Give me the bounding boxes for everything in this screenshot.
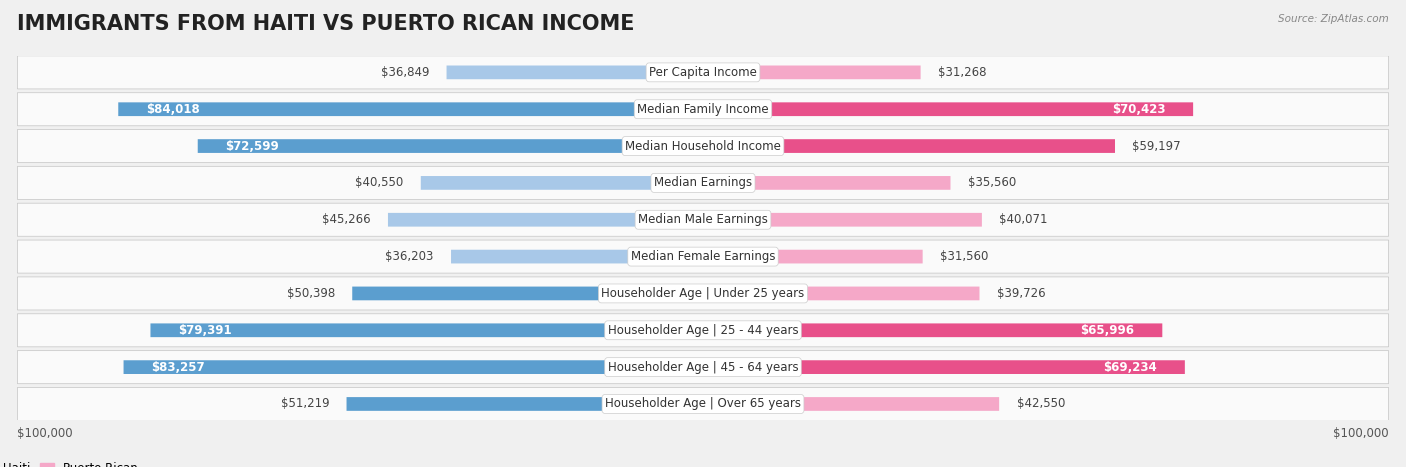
FancyBboxPatch shape — [346, 397, 703, 411]
FancyBboxPatch shape — [17, 277, 1389, 310]
FancyBboxPatch shape — [17, 351, 1389, 384]
Text: Median Earnings: Median Earnings — [654, 177, 752, 190]
Text: $69,234: $69,234 — [1104, 361, 1157, 374]
Text: Householder Age | Over 65 years: Householder Age | Over 65 years — [605, 397, 801, 410]
Text: $45,266: $45,266 — [322, 213, 371, 226]
Text: $79,391: $79,391 — [179, 324, 232, 337]
FancyBboxPatch shape — [17, 129, 1389, 163]
Text: $36,849: $36,849 — [381, 66, 429, 79]
FancyBboxPatch shape — [118, 102, 703, 116]
Text: IMMIGRANTS FROM HAITI VS PUERTO RICAN INCOME: IMMIGRANTS FROM HAITI VS PUERTO RICAN IN… — [17, 14, 634, 34]
FancyBboxPatch shape — [703, 65, 921, 79]
Text: $51,219: $51,219 — [281, 397, 329, 410]
Text: $83,257: $83,257 — [152, 361, 205, 374]
Text: Source: ZipAtlas.com: Source: ZipAtlas.com — [1278, 14, 1389, 24]
Text: $70,423: $70,423 — [1112, 103, 1166, 116]
FancyBboxPatch shape — [703, 324, 1163, 337]
Text: $42,550: $42,550 — [1017, 397, 1064, 410]
Text: Per Capita Income: Per Capita Income — [650, 66, 756, 79]
FancyBboxPatch shape — [17, 240, 1389, 273]
Text: $36,203: $36,203 — [385, 250, 433, 263]
FancyBboxPatch shape — [17, 166, 1389, 199]
Text: Householder Age | Under 25 years: Householder Age | Under 25 years — [602, 287, 804, 300]
FancyBboxPatch shape — [17, 314, 1389, 347]
Text: $40,071: $40,071 — [1000, 213, 1047, 226]
FancyBboxPatch shape — [17, 56, 1389, 89]
FancyBboxPatch shape — [124, 360, 703, 374]
FancyBboxPatch shape — [17, 203, 1389, 236]
FancyBboxPatch shape — [703, 102, 1194, 116]
FancyBboxPatch shape — [17, 92, 1389, 126]
Text: Median Female Earnings: Median Female Earnings — [631, 250, 775, 263]
FancyBboxPatch shape — [388, 213, 703, 226]
Text: $50,398: $50,398 — [287, 287, 335, 300]
FancyBboxPatch shape — [420, 176, 703, 190]
Text: Householder Age | 25 - 44 years: Householder Age | 25 - 44 years — [607, 324, 799, 337]
Text: $35,560: $35,560 — [967, 177, 1017, 190]
Text: $100,000: $100,000 — [1333, 426, 1389, 439]
FancyBboxPatch shape — [703, 139, 1115, 153]
Text: $72,599: $72,599 — [225, 140, 280, 153]
FancyBboxPatch shape — [150, 324, 703, 337]
Text: $65,996: $65,996 — [1080, 324, 1135, 337]
Text: $40,550: $40,550 — [356, 177, 404, 190]
Text: $100,000: $100,000 — [17, 426, 73, 439]
FancyBboxPatch shape — [703, 360, 1185, 374]
Text: $84,018: $84,018 — [146, 103, 200, 116]
FancyBboxPatch shape — [703, 397, 1000, 411]
Text: Median Family Income: Median Family Income — [637, 103, 769, 116]
Text: Median Male Earnings: Median Male Earnings — [638, 213, 768, 226]
FancyBboxPatch shape — [198, 139, 703, 153]
FancyBboxPatch shape — [703, 287, 980, 300]
Text: $39,726: $39,726 — [997, 287, 1046, 300]
Text: $31,560: $31,560 — [941, 250, 988, 263]
Text: $59,197: $59,197 — [1132, 140, 1181, 153]
Text: Median Household Income: Median Household Income — [626, 140, 780, 153]
FancyBboxPatch shape — [17, 388, 1389, 420]
FancyBboxPatch shape — [353, 287, 703, 300]
FancyBboxPatch shape — [447, 65, 703, 79]
Legend: Immigrants from Haiti, Puerto Rican: Immigrants from Haiti, Puerto Rican — [0, 458, 142, 467]
Text: Householder Age | 45 - 64 years: Householder Age | 45 - 64 years — [607, 361, 799, 374]
FancyBboxPatch shape — [703, 213, 981, 226]
FancyBboxPatch shape — [703, 250, 922, 263]
Text: $31,268: $31,268 — [938, 66, 987, 79]
FancyBboxPatch shape — [451, 250, 703, 263]
FancyBboxPatch shape — [703, 176, 950, 190]
